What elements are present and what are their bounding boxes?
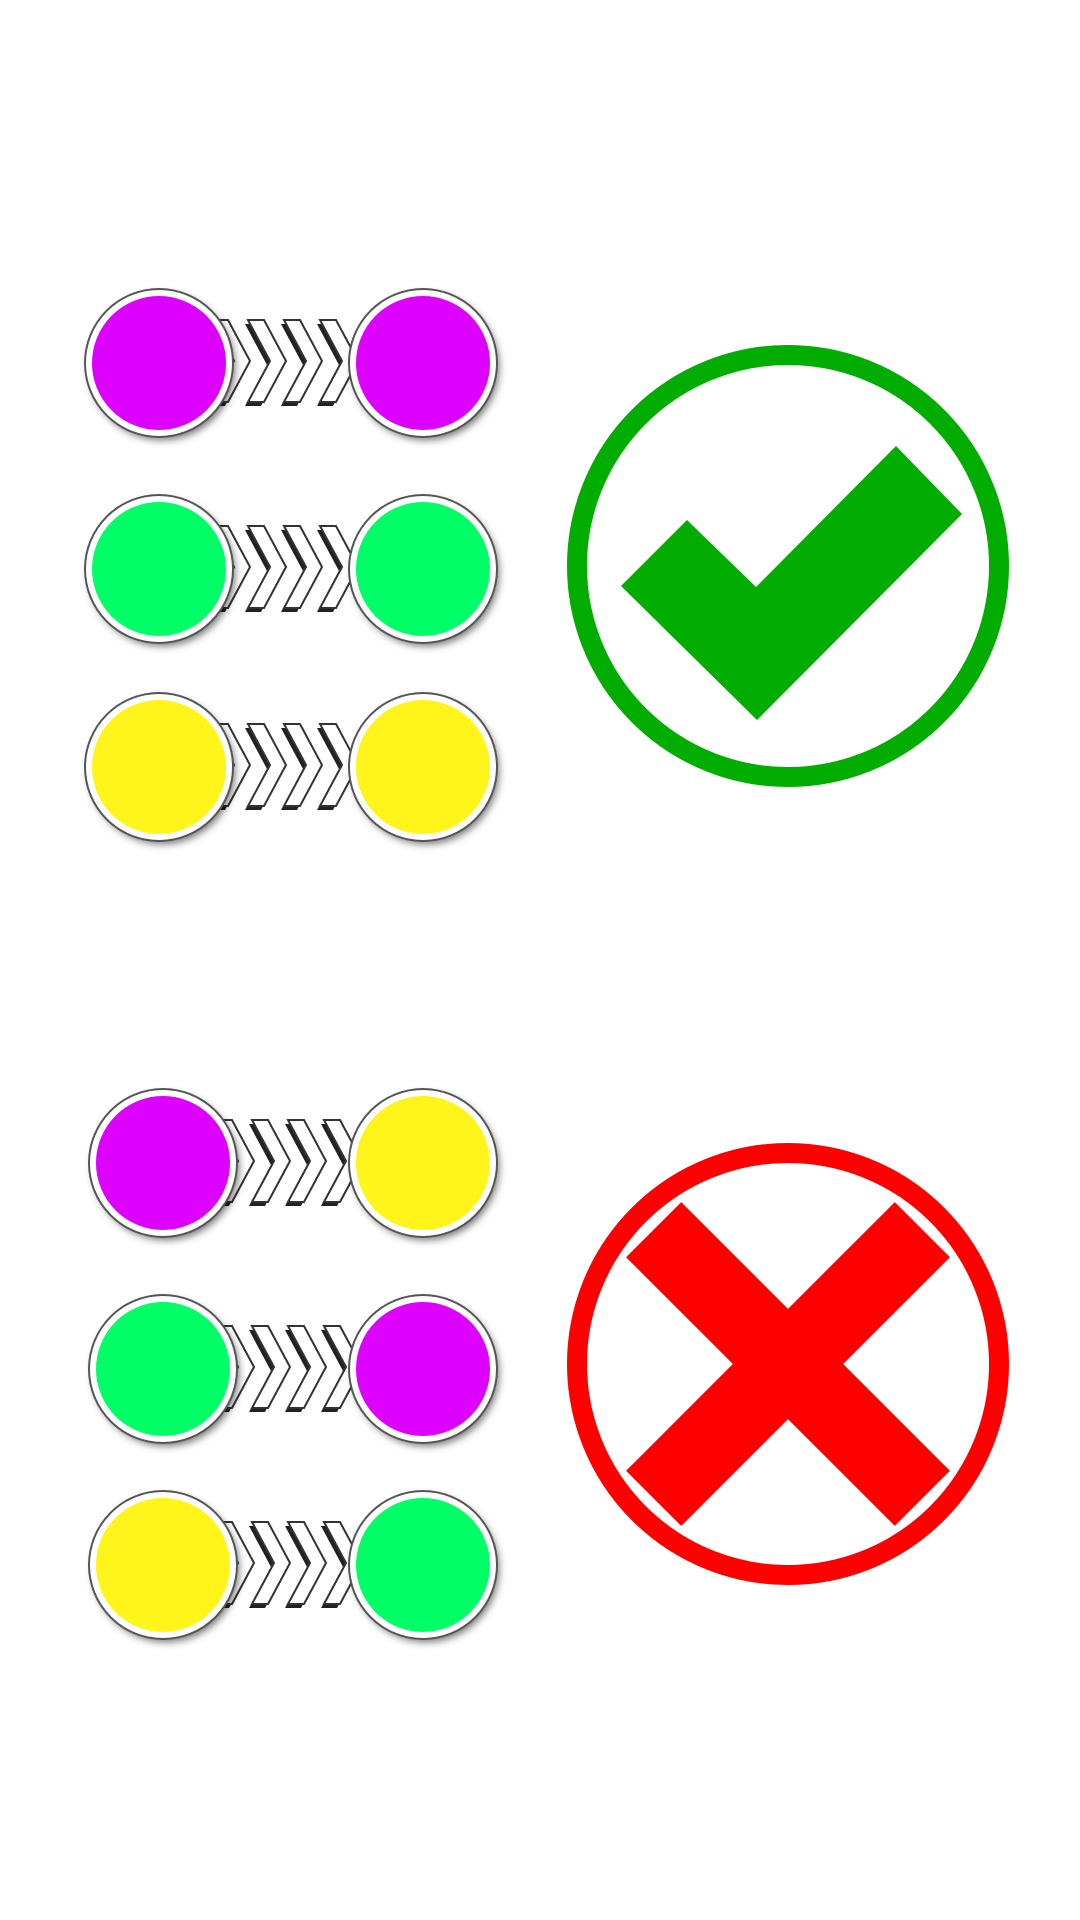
invalid-pair-green-magenta <box>90 1290 510 1450</box>
magenta-dot <box>86 290 232 436</box>
magenta-dot <box>90 1090 236 1236</box>
chevron-icon <box>281 319 324 406</box>
chevron-connector-icon <box>209 319 360 406</box>
chevron-icon <box>245 319 288 406</box>
valid-pair-green-green <box>86 490 506 650</box>
green-dot <box>350 1492 496 1638</box>
invalid-pair-magenta-yellow <box>90 1084 510 1244</box>
checkmark-icon <box>567 345 1009 787</box>
chevron-icon <box>285 1521 328 1608</box>
green-dot <box>90 1296 236 1442</box>
chevron-icon <box>281 525 324 612</box>
chevron-icon <box>245 723 288 810</box>
chevron-connector-icon <box>213 1521 364 1608</box>
chevron-icon <box>249 1521 292 1608</box>
magenta-dot <box>350 1296 496 1442</box>
chevron-connector-icon <box>209 525 360 612</box>
chevron-icon <box>285 1119 328 1206</box>
yellow-dot <box>86 694 232 840</box>
chevron-icon <box>281 723 324 810</box>
yellow-dot <box>350 1090 496 1236</box>
valid-pair-magenta-magenta <box>86 284 506 444</box>
chevron-icon <box>249 1325 292 1412</box>
yellow-dot <box>90 1492 236 1638</box>
cross-icon <box>567 1143 1009 1585</box>
valid-pair-yellow-yellow <box>86 688 506 848</box>
yellow-dot <box>350 694 496 840</box>
green-dot <box>86 496 232 642</box>
invalid-pair-yellow-green <box>90 1486 510 1646</box>
chevron-icon <box>245 525 288 612</box>
magenta-dot <box>350 290 496 436</box>
chevron-icon <box>249 1119 292 1206</box>
green-dot <box>350 496 496 642</box>
chevron-icon <box>285 1325 328 1412</box>
